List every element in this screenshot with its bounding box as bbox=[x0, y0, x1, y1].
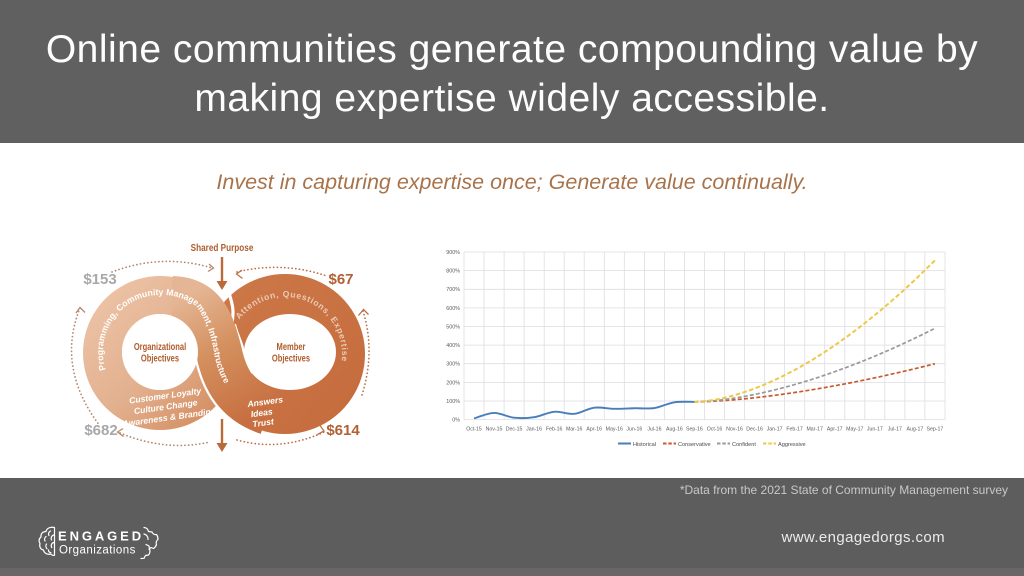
svg-text:Confident: Confident bbox=[732, 442, 756, 448]
svg-text:Nov-15: Nov-15 bbox=[486, 427, 503, 433]
svg-text:600%: 600% bbox=[446, 306, 460, 312]
svg-text:200%: 200% bbox=[446, 380, 460, 386]
svg-text:Apr-16: Apr-16 bbox=[586, 427, 602, 433]
svg-text:Jun-17: Jun-17 bbox=[867, 427, 883, 433]
svg-text:Organizations: Organizations bbox=[59, 545, 136, 557]
svg-text:500%: 500% bbox=[446, 324, 460, 330]
svg-text:Organizational: Organizational bbox=[134, 341, 186, 352]
svg-text:Aug-17: Aug-17 bbox=[907, 427, 924, 433]
svg-text:Dec-15: Dec-15 bbox=[506, 427, 523, 433]
svg-text:Jul-17: Jul-17 bbox=[888, 427, 902, 433]
svg-text:400%: 400% bbox=[446, 343, 460, 349]
svg-text:700%: 700% bbox=[446, 287, 460, 293]
svg-text:Sep-17: Sep-17 bbox=[927, 427, 944, 433]
svg-text:Shared Purpose: Shared Purpose bbox=[191, 241, 254, 253]
svg-text:0%: 0% bbox=[452, 418, 460, 424]
svg-text:Conservative: Conservative bbox=[678, 442, 711, 448]
svg-text:Nov-16: Nov-16 bbox=[726, 427, 743, 433]
svg-text:Jan-16: Jan-16 bbox=[526, 427, 542, 433]
svg-text:May-17: May-17 bbox=[846, 427, 863, 433]
svg-text:Jun-16: Jun-16 bbox=[626, 427, 642, 433]
svg-text:300%: 300% bbox=[446, 362, 460, 368]
svg-text:Jul-16: Jul-16 bbox=[647, 427, 661, 433]
svg-text:Objectives: Objectives bbox=[141, 352, 179, 363]
svg-text:800%: 800% bbox=[446, 269, 460, 275]
svg-text:Mar-16: Mar-16 bbox=[566, 427, 583, 433]
svg-text:Aug-16: Aug-16 bbox=[666, 427, 683, 433]
svg-text:900%: 900% bbox=[446, 250, 460, 256]
svg-text:Jan-17: Jan-17 bbox=[767, 427, 783, 433]
svg-text:Aggressive: Aggressive bbox=[778, 442, 806, 448]
svg-text:100%: 100% bbox=[446, 399, 460, 405]
svg-text:Member: Member bbox=[277, 341, 306, 352]
svg-text:Objectives: Objectives bbox=[272, 352, 310, 363]
svg-text:Mar-17: Mar-17 bbox=[806, 427, 823, 433]
svg-text:$153: $153 bbox=[83, 271, 116, 288]
svg-text:Feb-16: Feb-16 bbox=[546, 427, 563, 433]
svg-text:ENGAGED: ENGAGED bbox=[58, 529, 144, 544]
svg-text:Feb-17: Feb-17 bbox=[786, 427, 803, 433]
svg-text:Sep-16: Sep-16 bbox=[686, 427, 703, 433]
svg-text:Dec-16: Dec-16 bbox=[746, 427, 763, 433]
svg-text:Oct-16: Oct-16 bbox=[707, 427, 723, 433]
svg-text:$614: $614 bbox=[326, 422, 360, 439]
svg-text:Historical: Historical bbox=[633, 442, 656, 448]
svg-text:Apr-17: Apr-17 bbox=[827, 427, 843, 433]
svg-text:$682: $682 bbox=[84, 422, 117, 439]
svg-text:$67: $67 bbox=[328, 271, 353, 288]
svg-text:Trust: Trust bbox=[252, 416, 276, 429]
svg-text:Ideas: Ideas bbox=[250, 406, 273, 419]
svg-text:May-16: May-16 bbox=[606, 427, 623, 433]
svg-text:Oct-15: Oct-15 bbox=[466, 427, 482, 433]
